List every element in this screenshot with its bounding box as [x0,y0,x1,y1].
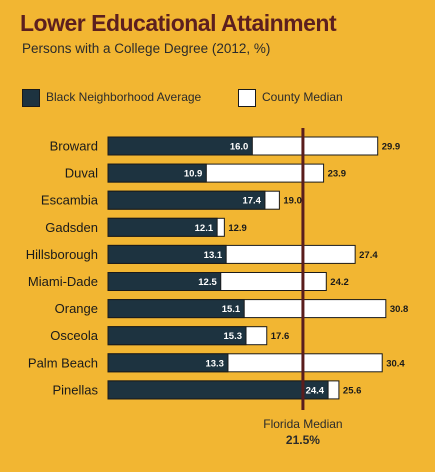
black-avg-value-label: 12.5 [198,277,217,288]
black-avg-value-label: 16.0 [230,142,249,153]
category-label: Palm Beach [28,355,98,370]
county-median-value-label: 17.6 [271,331,290,342]
black-avg-bar [107,163,207,183]
black-avg-value-label: 17.4 [242,196,261,207]
county-median-value-label: 25.6 [343,385,362,396]
black-avg-value-label: 13.1 [204,250,223,261]
black-avg-bar [107,136,253,156]
category-label: Miami-Dade [28,274,98,289]
county-median-value-label: 19.0 [283,196,302,207]
black-avg-bar [107,326,247,346]
county-median-value-label: 23.9 [328,169,347,180]
black-avg-value-label: 24.4 [306,385,325,396]
category-label: Duval [65,166,98,181]
black-avg-value-label: 10.9 [184,169,203,180]
florida-median-value: 21.5% [286,433,320,447]
county-median-value-label: 30.8 [390,304,409,315]
black-avg-value-label: 13.3 [205,358,224,369]
category-label: Osceola [50,328,98,343]
legend-label-county-median: County Median [262,90,343,104]
black-avg-value-label: 15.3 [224,331,243,342]
black-avg-bar [107,244,227,264]
black-avg-bar [107,190,266,210]
county-median-value-label: 29.9 [382,142,401,153]
black-avg-bar [107,380,329,400]
category-label: Gadsden [45,220,98,235]
county-median-value-label: 12.9 [228,223,247,234]
legend-swatch-black-avg [22,89,40,107]
black-avg-bar [107,272,222,291]
category-label: Escambia [41,193,99,208]
legend-swatch-county-median [238,89,256,107]
black-avg-value-label: 15.1 [222,304,241,315]
category-label: Orange [55,301,98,316]
category-label: Hillsborough [26,247,98,262]
chart-subtitle: Persons with a College Degree (2012, %) [22,41,271,56]
black-avg-bar [107,217,218,237]
black-avg-value-label: 12.1 [195,223,214,234]
black-avg-bar [107,299,245,319]
category-label: Broward [50,139,98,154]
chart-title: Lower Educational Attainment [20,10,337,36]
legend-label-black-avg: Black Neighborhood Average [46,90,202,104]
county-median-value-label: 30.4 [386,358,405,369]
florida-median-label: Florida Median [263,417,342,431]
county-median-value-label: 27.4 [359,250,378,261]
county-median-value-label: 24.2 [330,277,349,288]
category-label: Pinellas [52,382,98,397]
black-avg-bar [107,353,229,373]
